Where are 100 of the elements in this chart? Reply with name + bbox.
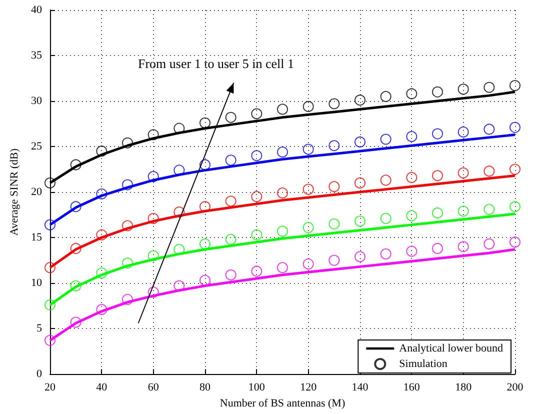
point — [458, 167, 469, 178]
point — [148, 250, 159, 262]
point — [380, 134, 392, 145]
point — [148, 212, 159, 224]
point — [328, 140, 340, 152]
point — [148, 286, 159, 298]
point — [70, 201, 82, 212]
point — [406, 246, 418, 257]
point — [328, 181, 340, 192]
point — [225, 112, 236, 123]
point — [458, 126, 469, 138]
x-axis-title: Number of BS antennas (M) — [220, 398, 346, 410]
x-tick-label: 160 — [403, 382, 420, 394]
point — [432, 170, 443, 182]
point — [174, 122, 185, 134]
point — [225, 269, 236, 280]
point — [122, 137, 133, 148]
y-tick-label: 15 — [31, 232, 42, 244]
point — [200, 201, 210, 212]
point — [484, 238, 495, 250]
point — [380, 174, 392, 186]
point — [174, 280, 185, 292]
x-tick-label: 60 — [148, 382, 160, 394]
point — [406, 88, 418, 100]
point — [406, 131, 418, 142]
point — [122, 294, 133, 305]
point — [200, 274, 210, 286]
point — [70, 316, 82, 328]
point — [302, 144, 314, 155]
point — [432, 128, 443, 140]
point — [432, 207, 443, 218]
point — [458, 84, 469, 95]
x-tick-label: 80 — [200, 382, 211, 394]
legend-label: Simulation — [399, 358, 448, 370]
point — [148, 171, 159, 182]
y-tick-label: 10 — [31, 277, 42, 290]
point — [484, 166, 495, 177]
point — [225, 234, 236, 245]
point — [122, 179, 133, 190]
x-tick-label: 120 — [300, 382, 318, 394]
point — [277, 146, 288, 158]
x-tick-label: 40 — [96, 382, 108, 394]
point — [44, 299, 56, 310]
y-axis-title: Average SINR (dB) — [8, 148, 21, 236]
point — [44, 262, 56, 274]
point — [354, 177, 366, 188]
point — [174, 164, 185, 176]
point — [251, 150, 262, 162]
point — [200, 159, 210, 170]
point — [432, 86, 443, 98]
point — [96, 188, 108, 200]
point — [96, 229, 108, 240]
point — [44, 219, 56, 230]
point — [328, 254, 340, 266]
point — [96, 146, 108, 157]
point — [354, 216, 366, 227]
point — [122, 220, 133, 232]
point — [406, 210, 418, 222]
point — [354, 94, 366, 106]
point — [96, 304, 108, 315]
point — [122, 258, 133, 269]
point — [96, 268, 108, 279]
point — [302, 100, 314, 112]
point — [484, 124, 495, 135]
y-tick-label: 40 — [31, 4, 42, 16]
point — [200, 238, 210, 250]
point — [302, 184, 314, 195]
point — [225, 154, 236, 166]
point — [200, 117, 210, 128]
x-tick-label: 100 — [248, 382, 266, 394]
point — [484, 204, 495, 215]
point — [510, 201, 520, 212]
point — [70, 159, 82, 170]
point — [354, 136, 366, 148]
point — [380, 212, 392, 224]
x-tick-label: 180 — [455, 382, 472, 394]
point — [510, 80, 520, 92]
point — [277, 187, 288, 198]
y-tick-label: 30 — [31, 95, 42, 108]
point — [277, 104, 288, 115]
point — [510, 164, 520, 175]
point — [510, 236, 520, 248]
y-tick-label: 20 — [31, 186, 42, 198]
point — [458, 206, 469, 217]
point — [380, 90, 392, 102]
point — [277, 262, 288, 274]
x-tick-label: 200 — [506, 382, 524, 394]
point — [251, 191, 262, 202]
y-tick-label: 5 — [36, 322, 42, 335]
point — [44, 334, 56, 346]
point — [328, 218, 340, 230]
point — [510, 122, 520, 133]
point — [354, 251, 366, 262]
x-tick-label: 140 — [352, 382, 369, 394]
point — [174, 206, 185, 218]
point — [484, 82, 495, 93]
point — [70, 242, 82, 254]
point — [225, 196, 236, 207]
point — [44, 177, 56, 188]
point — [174, 244, 185, 255]
